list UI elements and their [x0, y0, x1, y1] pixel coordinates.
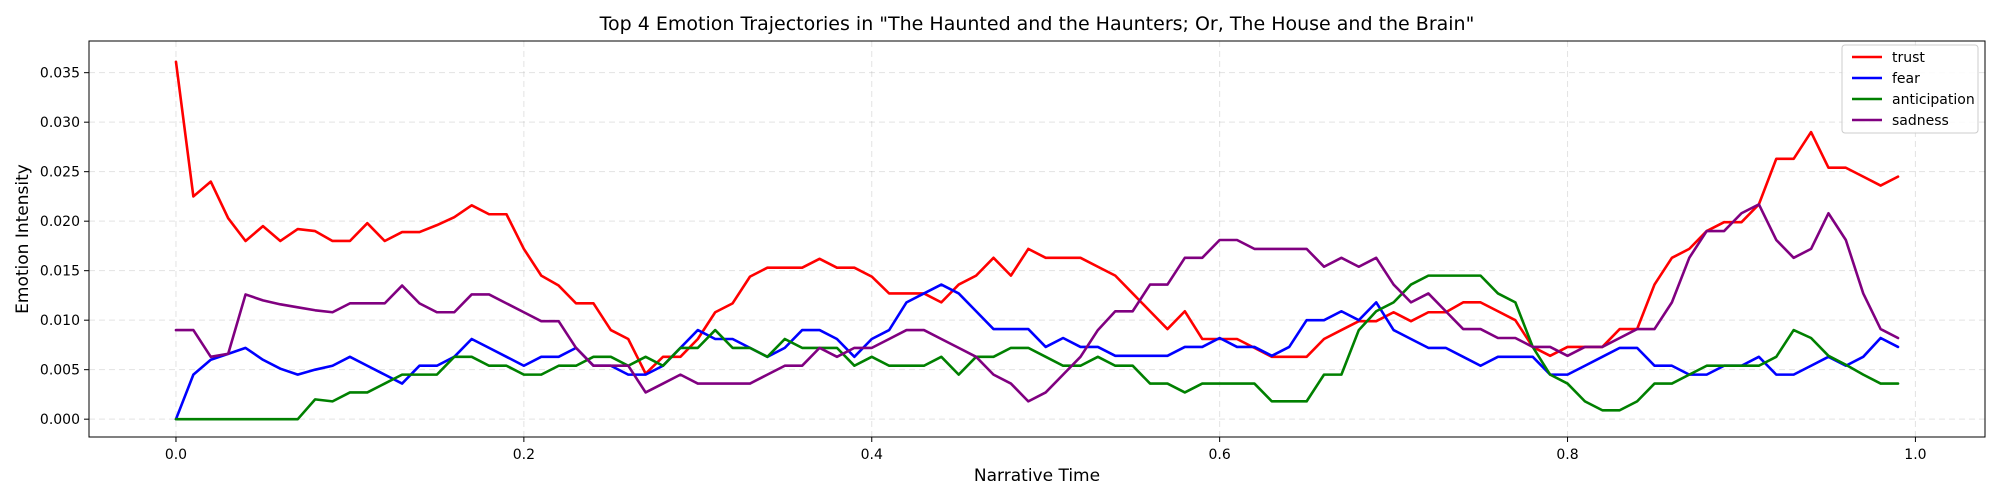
series-line-fear — [174, 283, 1900, 421]
chart-legend: trust fear anticipation sadness — [1841, 44, 1979, 134]
plot-area-frame — [88, 40, 1986, 438]
y-tick-label: 0.030 — [40, 115, 80, 131]
legend-label-anticipation: anticipation — [1892, 92, 1975, 108]
legend-label-trust: trust — [1892, 50, 1925, 66]
x-tick-label: 0.0 — [165, 447, 187, 463]
legend-label-fear: fear — [1892, 71, 1920, 87]
y-axis-label: Emotion Intensity — [13, 164, 33, 314]
y-tick-label: 0.020 — [40, 214, 80, 230]
x-axis-label: Narrative Time — [974, 466, 1100, 486]
y-axis-ticks: 0.000 0.005 0.010 0.015 0.020 0.025 0.030 0.035 — [40, 66, 89, 428]
x-tick-label: 0.4 — [861, 447, 883, 463]
series-lines — [174, 60, 1900, 421]
x-tick-label: 0.2 — [513, 447, 535, 463]
y-tick-label: 0.000 — [40, 412, 80, 428]
chart-title: Top 4 Emotion Trajectories in "The Haunt… — [599, 13, 1475, 35]
x-tick-label: 0.6 — [1209, 447, 1231, 463]
x-tick-label: 0.8 — [1556, 447, 1578, 463]
y-tick-label: 0.005 — [40, 363, 80, 379]
grid-lines — [89, 41, 1985, 437]
series-line-trust — [174, 60, 1900, 375]
legend-label-sadness: sadness — [1892, 113, 1949, 129]
legend-frame — [1841, 44, 1979, 134]
y-tick-label: 0.025 — [40, 165, 80, 181]
x-tick-label: 1.0 — [1904, 447, 1926, 463]
series-line-sadness — [174, 203, 1900, 403]
y-tick-label: 0.035 — [40, 66, 80, 82]
y-tick-label: 0.010 — [40, 313, 80, 329]
y-tick-label: 0.015 — [40, 264, 80, 280]
x-axis-ticks: 0.0 0.2 0.4 0.6 0.8 1.0 — [165, 437, 1927, 463]
series-line-anticipation — [174, 274, 1900, 421]
